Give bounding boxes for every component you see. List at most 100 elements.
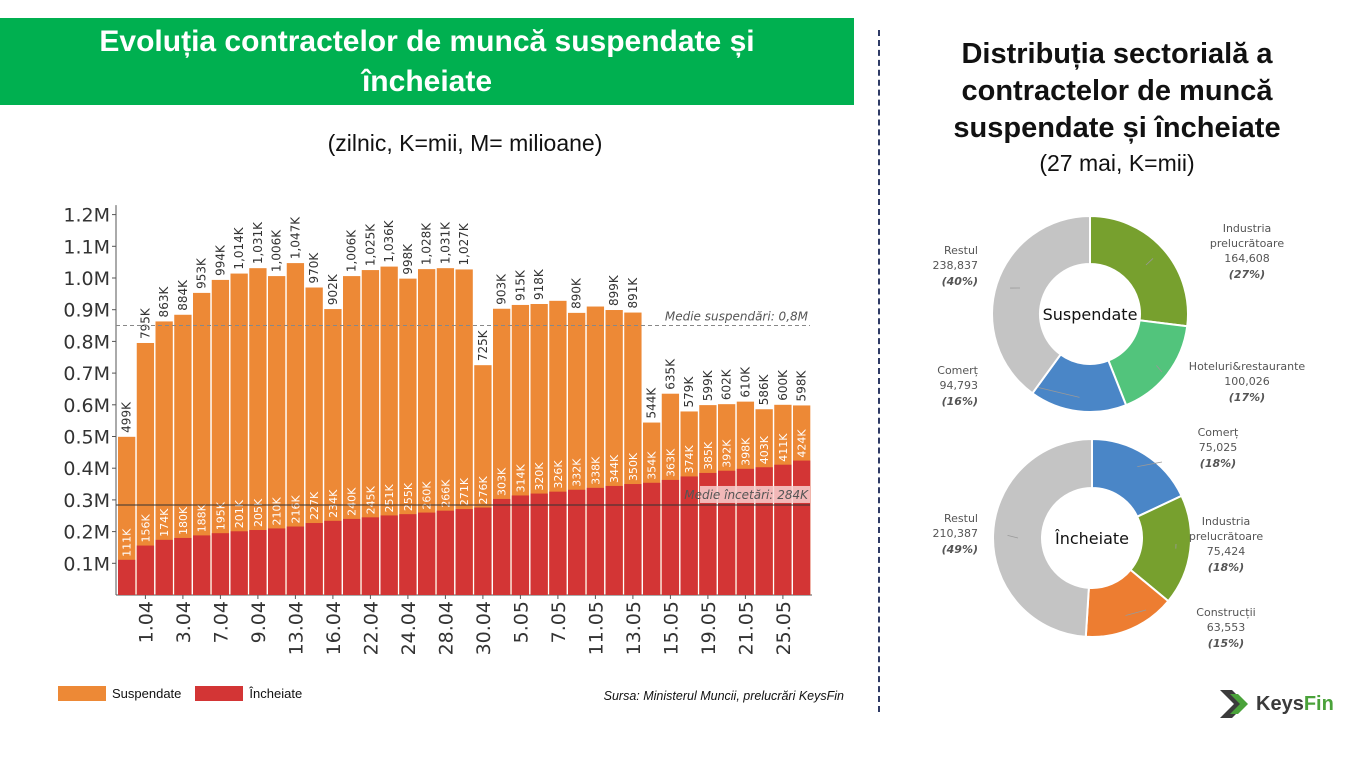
data-label-incheiate: 174K <box>158 508 171 537</box>
legend-swatch-incheiate <box>195 686 244 701</box>
slice-value: 164,608 <box>1224 252 1270 265</box>
slice-value: 210,387 <box>933 527 979 540</box>
data-label-suspendate: 863K <box>157 286 171 318</box>
data-label-incheiate: 205K <box>252 498 265 527</box>
data-label-incheiate: 332K <box>571 458 584 487</box>
x-tick-label: 7.05 <box>548 601 570 643</box>
leader-line <box>1125 609 1147 616</box>
data-label-incheiate: 424K <box>796 429 809 458</box>
data-label-suspendate: 1,036K <box>382 219 396 262</box>
data-label-suspendate: 544K <box>645 387 659 419</box>
x-tick-label: 15.05 <box>660 601 682 655</box>
x-tick-label: 9.04 <box>248 601 270 643</box>
data-label-incheiate: 156K <box>139 514 152 543</box>
bar-incheiate <box>380 515 398 595</box>
data-label-incheiate: 195K <box>214 501 227 530</box>
donut-charts: Industria prelucrătoare 164,608 (27%) Hotelu… <box>933 214 1306 650</box>
leader-line <box>1137 461 1163 468</box>
data-label-incheiate: 411K <box>777 433 790 462</box>
bar-incheiate <box>324 520 342 595</box>
bar-incheiate <box>361 517 380 595</box>
data-label-incheiate: 240K <box>346 487 359 516</box>
data-label-suspendate: 599K <box>701 369 715 401</box>
data-label-suspendate: 1,031K <box>438 221 452 264</box>
bar-incheiate <box>643 482 661 595</box>
bar-incheiate <box>474 507 492 595</box>
data-label-incheiate: 271K <box>458 477 471 506</box>
data-label-incheiate: 227K <box>308 491 321 520</box>
y-tick-label: 0.8M <box>63 331 110 353</box>
slice-percent: (40%) <box>942 275 978 288</box>
data-label-incheiate: 251K <box>383 483 396 512</box>
data-label-suspendate: 600K <box>776 369 790 401</box>
data-label-incheiate: 216K <box>289 495 302 524</box>
data-label-suspendate: 915K <box>513 269 527 301</box>
y-tick-label: 1.0M <box>63 268 110 290</box>
data-label-incheiate: 180K <box>177 506 190 535</box>
bar-incheiate <box>155 539 173 595</box>
bar-incheiate <box>268 528 286 595</box>
slice-percent: (18%) <box>1208 561 1244 574</box>
data-label-incheiate: 210K <box>271 496 284 525</box>
bar-incheiate <box>399 514 417 595</box>
data-label-suspendate: 899K <box>607 274 621 306</box>
slice-percent: (49%) <box>942 543 978 556</box>
data-label-suspendate: 884K <box>176 279 190 311</box>
bar-incheiate <box>774 464 792 595</box>
bar-incheiate <box>586 487 605 595</box>
bar-suspendate <box>136 342 155 595</box>
bar-incheiate <box>605 485 623 595</box>
slice-name: Comerț <box>937 364 978 377</box>
bar-incheiate <box>230 531 248 595</box>
left-subtitle: (zilnic, K=mii, M= milioane) <box>327 130 603 156</box>
donut-center-label: Suspendate <box>1043 305 1138 324</box>
data-label-incheiate: 260K <box>421 481 434 510</box>
slice-value: 238,837 <box>933 259 979 272</box>
bar-suspendate <box>155 321 173 595</box>
y-tick-label: 0.2M <box>63 522 110 544</box>
bar-incheiate <box>436 510 455 595</box>
donut-slice <box>992 437 1093 638</box>
vertical-divider <box>878 30 880 712</box>
legend-label-incheiate: Încheiate <box>249 686 303 701</box>
x-tick-label: 13.04 <box>285 601 307 655</box>
bar-legend: Suspendate Încheiate <box>58 686 302 701</box>
bar-incheiate <box>530 493 548 595</box>
bar-incheiate <box>418 512 436 595</box>
data-label-incheiate: 338K <box>589 456 602 485</box>
data-label-incheiate: 111K <box>121 528 134 557</box>
y-tick-label: 0.3M <box>63 490 110 512</box>
x-tick-label: 1.04 <box>135 601 157 643</box>
data-label-incheiate: 245K <box>364 485 377 514</box>
slice-value: 63,553 <box>1207 621 1246 634</box>
x-tick-label: 11.05 <box>585 601 607 655</box>
bar-incheiate <box>136 545 155 595</box>
data-label-incheiate: 303K <box>496 467 509 496</box>
bar-incheiate <box>211 533 230 595</box>
data-label-suspendate: 891K <box>626 277 640 309</box>
bar-incheiate <box>305 523 323 595</box>
data-label-incheiate: 403K <box>758 435 771 464</box>
y-tick-label: 0.1M <box>63 553 110 575</box>
x-tick-label: 28.04 <box>435 601 457 655</box>
data-label-incheiate: 354K <box>646 451 659 480</box>
bar-suspendate <box>286 263 305 595</box>
slice-name: Comerț <box>1198 426 1239 439</box>
data-label-suspendate: 902K <box>326 273 340 305</box>
slice-name: Hoteluri&restaurante <box>1189 360 1306 373</box>
data-label-incheiate: 314K <box>514 463 527 492</box>
keysfin-logo: KeysFin <box>1218 688 1334 720</box>
x-tick-label: 30.04 <box>473 601 495 655</box>
data-label-suspendate: 499K <box>120 401 134 433</box>
slice-percent: (17%) <box>1229 391 1265 404</box>
slice-name: Construcții <box>1196 606 1255 619</box>
bar-incheiate <box>793 460 811 595</box>
x-tick-label: 19.05 <box>698 601 720 655</box>
bar-incheiate <box>286 526 305 595</box>
bar-suspendate <box>380 266 398 595</box>
slice-name: prelucrătoare <box>1210 237 1284 250</box>
data-label-suspendate: 953K <box>195 257 209 289</box>
data-label-incheiate: 201K <box>233 499 246 528</box>
data-label-incheiate: 188K <box>196 503 209 532</box>
keysfin-logo-icon <box>1220 690 1248 718</box>
